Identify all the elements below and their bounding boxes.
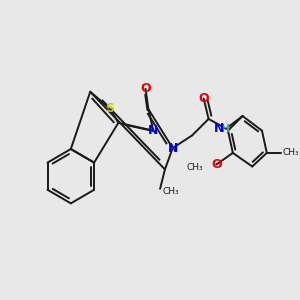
Text: CH₃: CH₃ — [186, 163, 203, 172]
Text: CH₃: CH₃ — [162, 187, 178, 196]
Text: N: N — [167, 142, 178, 154]
Text: O: O — [198, 92, 209, 105]
Text: CH₃: CH₃ — [282, 148, 299, 158]
Text: N: N — [148, 124, 158, 137]
Text: H: H — [221, 124, 231, 134]
Text: N: N — [214, 122, 224, 135]
Text: O: O — [211, 158, 222, 171]
Text: S: S — [105, 102, 114, 115]
Text: O: O — [140, 82, 151, 95]
